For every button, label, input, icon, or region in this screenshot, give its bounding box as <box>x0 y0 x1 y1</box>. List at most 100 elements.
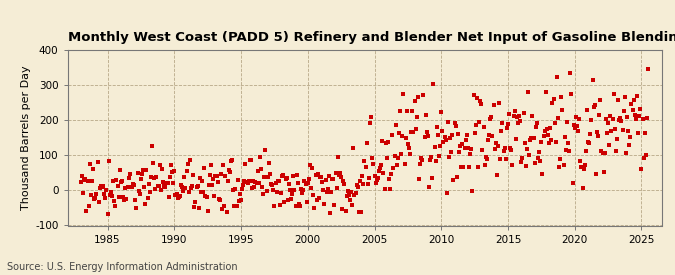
Point <box>117 179 128 183</box>
Point <box>433 133 443 137</box>
Point <box>500 157 511 161</box>
Point <box>82 179 93 183</box>
Point <box>560 148 571 152</box>
Point <box>417 157 428 162</box>
Point <box>218 163 229 167</box>
Point <box>108 179 119 183</box>
Point <box>141 167 152 172</box>
Point <box>533 156 543 161</box>
Point <box>460 138 471 142</box>
Point <box>253 181 264 186</box>
Point <box>454 150 464 154</box>
Point <box>182 161 193 166</box>
Point <box>604 142 615 147</box>
Point <box>132 171 143 175</box>
Point <box>629 112 640 117</box>
Point <box>641 153 651 158</box>
Point <box>150 186 161 191</box>
Point <box>78 191 88 195</box>
Point <box>558 163 569 167</box>
Point <box>289 188 300 192</box>
Point <box>547 101 558 105</box>
Point <box>213 197 224 201</box>
Point <box>568 123 579 127</box>
Point <box>80 177 90 181</box>
Point <box>572 124 583 128</box>
Point <box>383 140 394 144</box>
Point <box>337 207 348 211</box>
Point <box>263 175 273 179</box>
Point <box>409 99 420 103</box>
Point <box>241 180 252 184</box>
Point <box>529 161 540 165</box>
Point <box>242 181 253 185</box>
Point <box>379 186 390 191</box>
Point <box>626 101 637 106</box>
Point <box>227 158 238 163</box>
Point <box>362 182 373 186</box>
Point <box>490 141 501 145</box>
Point <box>223 167 234 172</box>
Point <box>587 78 598 82</box>
Point <box>339 182 350 186</box>
Point <box>486 114 497 119</box>
Point <box>458 164 469 169</box>
Point <box>367 156 378 160</box>
Point <box>211 174 222 178</box>
Point <box>472 165 483 169</box>
Point <box>170 193 181 197</box>
Point <box>578 167 589 172</box>
Point <box>124 172 135 176</box>
Point <box>225 158 236 163</box>
Point <box>221 210 232 215</box>
Point <box>105 193 115 197</box>
Point <box>350 191 361 196</box>
Point <box>426 155 437 160</box>
Point <box>120 186 131 190</box>
Point <box>299 178 310 183</box>
Point <box>143 182 154 186</box>
Point <box>519 141 530 145</box>
Point <box>349 193 360 197</box>
Point <box>342 189 353 193</box>
Point <box>158 180 169 185</box>
Point <box>174 194 185 198</box>
Point <box>130 198 141 202</box>
Point <box>553 116 564 121</box>
Point <box>258 192 269 196</box>
Point <box>431 125 442 129</box>
Point <box>254 155 265 159</box>
Point <box>572 128 583 133</box>
Point <box>126 185 136 189</box>
Point <box>234 199 244 203</box>
Point <box>601 131 612 135</box>
Point <box>162 181 173 185</box>
Point <box>564 148 574 153</box>
Point <box>577 186 588 191</box>
Point <box>356 210 367 214</box>
Point <box>275 190 286 195</box>
Point <box>302 180 313 185</box>
Point <box>560 135 570 139</box>
Point <box>390 123 401 127</box>
Point <box>371 178 382 182</box>
Point <box>306 186 317 190</box>
Point <box>345 197 356 202</box>
Point <box>313 196 324 200</box>
Point <box>476 102 487 106</box>
Point <box>112 183 123 188</box>
Point <box>317 180 327 184</box>
Point <box>394 131 404 135</box>
Point <box>400 136 411 140</box>
Point <box>240 162 251 166</box>
Point <box>485 117 495 121</box>
Point <box>498 149 509 153</box>
Point <box>292 181 303 186</box>
Point <box>406 130 416 134</box>
Point <box>275 203 286 207</box>
Point <box>620 95 630 99</box>
Point <box>598 170 609 174</box>
Point <box>424 185 435 189</box>
Point <box>199 166 210 170</box>
Point <box>193 206 204 211</box>
